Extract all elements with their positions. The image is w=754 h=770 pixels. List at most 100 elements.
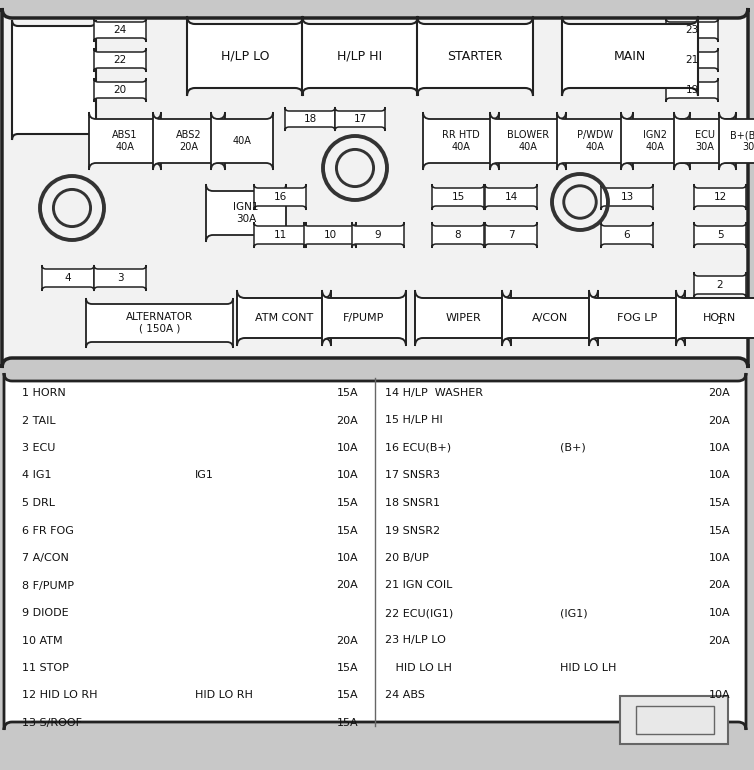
Text: 23: 23 (685, 25, 699, 35)
FancyBboxPatch shape (211, 112, 273, 170)
FancyBboxPatch shape (694, 222, 746, 248)
FancyBboxPatch shape (719, 112, 754, 170)
Text: 2 TAIL: 2 TAIL (22, 416, 56, 426)
Text: 17: 17 (354, 114, 366, 124)
Text: 15A: 15A (336, 718, 358, 728)
Text: 16 ECU(B+): 16 ECU(B+) (385, 443, 451, 453)
Text: 19: 19 (685, 85, 699, 95)
Text: 20 B/UP: 20 B/UP (385, 553, 429, 563)
Text: 14: 14 (504, 192, 518, 202)
Text: 20A: 20A (336, 581, 358, 591)
FancyBboxPatch shape (557, 112, 633, 170)
Text: 10A: 10A (708, 691, 730, 701)
Text: 10A: 10A (708, 608, 730, 618)
Text: H/LP LO: H/LP LO (221, 49, 269, 62)
FancyBboxPatch shape (417, 16, 533, 96)
Text: 16: 16 (274, 192, 287, 202)
Text: 12: 12 (713, 192, 727, 202)
Text: ALTERNATOR
( 150A ): ALTERNATOR ( 150A ) (126, 312, 193, 334)
FancyBboxPatch shape (4, 373, 746, 730)
Text: 6: 6 (624, 230, 630, 240)
Text: 15A: 15A (708, 525, 730, 535)
Text: 13: 13 (621, 192, 633, 202)
Text: 21 IGN COIL: 21 IGN COIL (385, 581, 452, 591)
Text: 22 ECU(IG1): 22 ECU(IG1) (385, 608, 453, 618)
FancyBboxPatch shape (694, 272, 746, 298)
Text: ABS1
40A: ABS1 40A (112, 130, 138, 152)
FancyBboxPatch shape (12, 20, 96, 140)
FancyBboxPatch shape (322, 290, 406, 346)
Text: 18: 18 (303, 114, 317, 124)
FancyBboxPatch shape (676, 290, 754, 346)
FancyBboxPatch shape (94, 78, 146, 102)
Text: 10A: 10A (708, 553, 730, 563)
Text: 15A: 15A (336, 691, 358, 701)
Text: 21: 21 (685, 55, 699, 65)
FancyBboxPatch shape (86, 298, 233, 348)
Text: 12 HID LO RH: 12 HID LO RH (22, 691, 97, 701)
Text: ECU
30A: ECU 30A (695, 130, 715, 152)
Text: 18 SNSR1: 18 SNSR1 (385, 498, 440, 508)
Text: 14 H/LP  WASHER: 14 H/LP WASHER (385, 388, 483, 398)
Text: 15A: 15A (708, 498, 730, 508)
Text: B+(B+)2
30A: B+(B+)2 30A (731, 130, 754, 152)
Text: 24: 24 (113, 25, 127, 35)
Text: 11 STOP: 11 STOP (22, 663, 69, 673)
Text: 3: 3 (117, 273, 124, 283)
Text: 10: 10 (323, 230, 336, 240)
Text: 6 FR FOG: 6 FR FOG (22, 525, 74, 535)
FancyBboxPatch shape (2, 8, 748, 368)
Text: 1: 1 (717, 316, 723, 326)
FancyBboxPatch shape (432, 184, 484, 210)
Text: FOG LP: FOG LP (617, 313, 657, 323)
Text: 11: 11 (274, 230, 287, 240)
FancyBboxPatch shape (621, 112, 690, 170)
Text: STARTER: STARTER (447, 49, 503, 62)
FancyBboxPatch shape (666, 18, 718, 42)
Text: 10A: 10A (336, 443, 358, 453)
Text: 8: 8 (455, 230, 461, 240)
Text: 1 HORN: 1 HORN (22, 388, 66, 398)
Text: 4: 4 (65, 273, 72, 283)
FancyBboxPatch shape (562, 16, 698, 96)
Text: WIPER: WIPER (445, 313, 481, 323)
FancyBboxPatch shape (254, 222, 306, 248)
FancyBboxPatch shape (589, 290, 685, 346)
FancyBboxPatch shape (254, 184, 306, 210)
Text: 4 IG1: 4 IG1 (22, 470, 51, 480)
Text: 15A: 15A (336, 498, 358, 508)
Text: ABS2
20A: ABS2 20A (176, 130, 202, 152)
Text: 20A: 20A (336, 635, 358, 645)
Text: 20A: 20A (336, 416, 358, 426)
FancyBboxPatch shape (485, 184, 537, 210)
FancyBboxPatch shape (94, 48, 146, 72)
Text: 20A: 20A (708, 581, 730, 591)
Text: IGN1
30A: IGN1 30A (233, 203, 259, 224)
Text: 9 DIODE: 9 DIODE (22, 608, 69, 618)
Bar (620, 696, 728, 744)
Text: 5 DRL: 5 DRL (22, 498, 55, 508)
Text: HORN: HORN (703, 313, 736, 323)
Text: 3 ECU: 3 ECU (22, 443, 55, 453)
Text: HID LO LH: HID LO LH (385, 663, 452, 673)
Text: 23 H/LP LO: 23 H/LP LO (385, 635, 446, 645)
FancyBboxPatch shape (42, 265, 94, 291)
Text: 20: 20 (113, 85, 127, 95)
Text: 10A: 10A (336, 553, 358, 563)
Text: 7 A/CON: 7 A/CON (22, 553, 69, 563)
FancyBboxPatch shape (502, 290, 598, 346)
Text: RR HTD
40A: RR HTD 40A (442, 130, 480, 152)
Text: 13 S/ROOF: 13 S/ROOF (22, 718, 82, 728)
FancyBboxPatch shape (423, 112, 499, 170)
Text: 15: 15 (452, 192, 464, 202)
Text: 5: 5 (717, 230, 723, 240)
Text: 15A: 15A (336, 388, 358, 398)
Text: 20A: 20A (708, 416, 730, 426)
FancyBboxPatch shape (352, 222, 404, 248)
Text: HID LO RH: HID LO RH (195, 691, 253, 701)
Text: 20A: 20A (708, 388, 730, 398)
Text: 2: 2 (717, 280, 723, 290)
FancyBboxPatch shape (674, 112, 736, 170)
FancyBboxPatch shape (285, 107, 335, 131)
Text: 8 F/PUMP: 8 F/PUMP (22, 581, 74, 591)
